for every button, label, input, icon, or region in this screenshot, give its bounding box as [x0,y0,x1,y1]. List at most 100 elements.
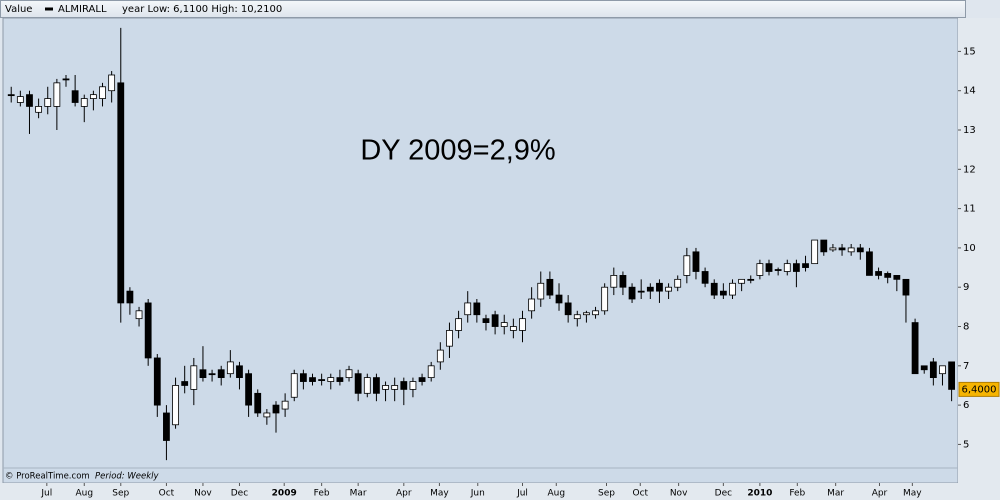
x-tick-label: Aug [547,489,565,499]
x-tick-label: Aug [75,489,93,499]
candle-body [929,361,937,379]
x-tick-label: Mar [827,489,844,499]
candle-body [336,377,344,382]
candle-body [345,369,353,379]
candle-body [455,318,462,331]
candle-body [163,412,170,441]
last-price-box [958,381,1000,397]
x-tick-label: Oct [159,489,175,499]
candle-body [939,365,946,375]
candle-body [208,373,216,376]
candle-body [856,247,864,253]
candle-body [281,400,289,410]
candle-body [482,318,490,323]
candle-body [144,302,152,359]
x-tick-label: May [430,489,449,499]
x-tick-label: Nov [670,489,688,499]
candle-body [628,286,636,300]
candle-body [153,357,161,406]
y-axis-area [958,18,1000,500]
candle-body [354,373,362,394]
x-tick-label: Jul [516,489,528,499]
candle-body [774,269,782,271]
candle-body [126,290,134,304]
candle-body [802,263,809,268]
candle-body [747,278,755,281]
candle-body [446,330,453,347]
candle-body [610,275,618,288]
candle-body [573,314,581,320]
candle-body [245,373,252,406]
candle-body [583,312,590,316]
candle-body [382,385,389,390]
candle-body [135,310,143,320]
candle-body [875,271,882,276]
candle-body [62,78,70,81]
candle-body [299,373,307,382]
candle-body [254,392,262,414]
candle-body [44,98,52,107]
candle-body [729,282,736,296]
value-label: Value [5,4,32,15]
candle-body [272,404,280,414]
candle-body [172,385,179,426]
candle-body [783,263,791,272]
candle-body [181,381,189,386]
candle-body [656,282,663,292]
last-price-label: 6,4000 [962,384,997,395]
candle-body [893,275,901,280]
x-tick-label: Jun [470,489,485,499]
candle-body [509,326,517,331]
y-tick-label: 6 [963,400,969,411]
candle-body [537,282,545,300]
candle-body [884,273,892,278]
y-tick-label: 13 [963,125,976,136]
candle-body [911,322,919,375]
candle-body [665,286,672,292]
candle-body [820,239,828,253]
candle-body [756,263,764,276]
y-tick-label: 9 [963,282,969,293]
x-tick-label: Jul [40,489,52,499]
y-tick-label: 7 [963,361,969,372]
candle-body [108,74,116,92]
candle-body [710,282,718,296]
candle-body [391,385,399,390]
x-tick-label: 2009 [272,489,297,499]
candle-body [35,106,43,113]
legend-label: ALMIRALL [58,4,107,15]
candle-body [674,278,682,288]
candle-body [555,294,563,304]
x-tick-label: Dec [231,489,248,499]
candle-body [71,90,79,103]
candle-body [646,286,654,292]
candle-body [792,263,800,272]
candle-body [318,379,326,381]
candle-body [738,278,746,284]
candle-body [637,290,645,293]
candle-body [701,271,709,284]
x-tick-label: 2010 [747,489,772,499]
source-label: © ProRealTime.com [5,472,90,482]
x-tick-label: Apr [872,489,888,499]
candle-body [902,278,910,296]
y-tick-label: 14 [963,86,976,97]
candle-body [811,239,819,265]
plot-area [2,17,959,484]
candle-body [117,82,125,304]
candle-body [564,302,572,316]
candle-body [948,361,956,390]
candle-body [838,247,846,251]
y-tick-label: 11 [963,204,976,215]
candle-body [829,247,837,251]
y-tick-label: 8 [963,322,969,333]
candle-body [427,365,435,379]
x-tick-label: Feb [314,489,330,499]
candle-body [89,94,97,99]
y-tick-label: 12 [963,164,976,175]
candle-body [16,96,24,103]
x-tick-label: Sep [112,489,129,499]
candle-body [491,314,499,327]
candle-body [765,263,773,272]
